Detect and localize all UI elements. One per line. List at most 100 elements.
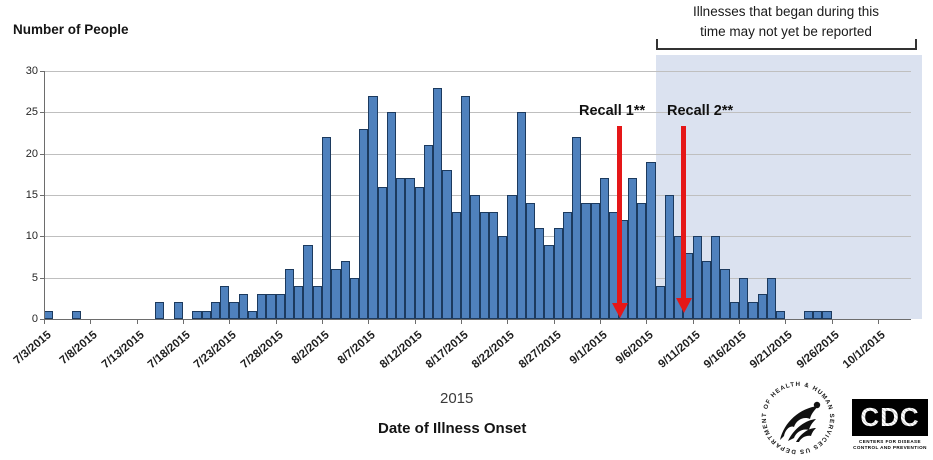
- bar-8-3-2015: [331, 269, 341, 319]
- not-reported-bracket-left-end: [656, 39, 658, 50]
- bar-8-16-2015: [451, 211, 461, 319]
- bar-9-20-2015: [776, 310, 786, 319]
- bar-9-18-2015: [757, 294, 767, 319]
- not-reported-bracket: [656, 48, 917, 50]
- bar-8-5-2015: [349, 277, 360, 319]
- x-axis-tick-8-22-2015: [507, 320, 509, 324]
- bar-9-16-2015: [739, 277, 749, 319]
- y-axis-tick-25: [40, 112, 44, 114]
- bar-7-3-2015: [44, 310, 54, 319]
- x-axis-tick-8-7-2015: [368, 320, 370, 324]
- bar-7-27-2015: [266, 294, 276, 319]
- not-reported-bracket-right-end: [915, 39, 917, 50]
- bar-8-14-2015: [433, 87, 443, 319]
- bar-7-23-2015: [229, 302, 239, 319]
- recall2-arrow-head: [675, 298, 692, 313]
- x-axis-tick-9-26-2015: [831, 320, 833, 324]
- y-axis-label-0: 0: [31, 313, 38, 325]
- bar-9-24-2015: [813, 310, 823, 319]
- x-axis-tick-9-6-2015: [646, 320, 648, 324]
- bar-8-13-2015: [423, 145, 434, 319]
- cdc-logo-box: CDC: [852, 399, 928, 436]
- x-axis-tick-8-2-2015: [322, 320, 323, 324]
- y-axis-label-25: 25: [25, 106, 38, 119]
- bar-7-20-2015: [201, 310, 211, 319]
- bar-8-28-2015: [562, 211, 573, 319]
- hhs-logo: DEPARTMENT OF HEALTH & HUMAN SERVICES US…: [755, 373, 838, 458]
- bar-9-19-2015: [766, 277, 777, 319]
- bar-7-17-2015: [173, 302, 183, 319]
- bar-9-4-2015: [627, 178, 638, 319]
- bar-8-10-2015: [396, 178, 406, 319]
- y-axis-title: Number of People: [13, 22, 129, 37]
- bar-8-30-2015: [581, 203, 591, 319]
- y-axis-line: [44, 71, 45, 323]
- cdc-caption-line1: CENTERS FOR DISEASE: [859, 439, 921, 444]
- not-reported-note-line2: time may not yet be reported: [700, 24, 872, 39]
- bar-8-7-2015: [368, 95, 378, 319]
- x-axis-tick-9-1-2015: [600, 320, 601, 324]
- x-axis-tick-8-12-2015: [414, 320, 416, 324]
- gridline-25: [44, 112, 911, 114]
- bar-8-22-2015: [507, 195, 517, 319]
- bar-9-17-2015: [748, 302, 758, 319]
- bar-9-23-2015: [803, 310, 814, 319]
- bar-8-25-2015: [535, 228, 545, 319]
- bar-7-15-2015: [155, 302, 165, 319]
- bar-7-24-2015: [238, 294, 248, 319]
- bar-8-27-2015: [553, 228, 563, 319]
- bar-7-19-2015: [192, 310, 202, 319]
- bar-7-28-2015: [275, 294, 285, 319]
- bar-8-17-2015: [461, 95, 471, 319]
- bar-9-15-2015: [729, 302, 739, 319]
- x-axis-tick-7-8-2015: [90, 320, 92, 324]
- bar-9-13-2015: [711, 236, 721, 319]
- bar-8-19-2015: [479, 211, 489, 319]
- bar-7-22-2015: [220, 285, 230, 319]
- bar-8-20-2015: [488, 211, 499, 319]
- bar-9-11-2015: [692, 236, 702, 319]
- bar-9-25-2015: [822, 310, 832, 319]
- x-axis-line: [44, 319, 911, 320]
- x-axis-tick-8-17-2015: [461, 320, 462, 324]
- bar-9-1-2015: [600, 178, 610, 319]
- x-axis-tick-7-23-2015: [229, 320, 231, 324]
- bar-7-26-2015: [257, 294, 267, 319]
- x-axis-tick-7-28-2015: [275, 320, 277, 324]
- y-axis-label-20: 20: [25, 147, 38, 160]
- recall2-label: Recall 2**: [667, 103, 734, 119]
- cdc-acronym: CDC: [860, 402, 920, 432]
- x-axis-year-label: 2015: [440, 390, 474, 407]
- recall1-label: Recall 1**: [579, 103, 646, 119]
- bar-7-30-2015: [294, 285, 304, 319]
- x-axis-tick-9-21-2015: [785, 320, 787, 324]
- x-axis-tick-9-16-2015: [739, 320, 740, 324]
- bar-7-25-2015: [247, 310, 258, 319]
- bar-9-5-2015: [637, 203, 647, 319]
- y-axis-label-15: 15: [25, 188, 38, 201]
- bar-8-8-2015: [377, 186, 387, 319]
- bar-8-26-2015: [544, 244, 554, 319]
- bar-8-18-2015: [470, 195, 480, 319]
- bar-8-21-2015: [498, 236, 508, 319]
- x-axis-tick-8-27-2015: [553, 320, 555, 324]
- x-axis-tick-9-11-2015: [692, 320, 694, 324]
- y-axis-label-10: 10: [25, 230, 38, 243]
- y-axis-tick-30: [40, 70, 44, 72]
- bar-8-15-2015: [442, 170, 452, 319]
- y-axis-tick-0: [40, 319, 44, 320]
- x-axis-tick-10-1-2015: [878, 320, 879, 324]
- recall1-arrow: [617, 126, 622, 304]
- bar-9-8-2015: [664, 195, 675, 319]
- bar-8-29-2015: [572, 137, 582, 319]
- bar-9-6-2015: [646, 161, 656, 319]
- bar-7-31-2015: [303, 244, 313, 319]
- y-axis-tick-15: [40, 194, 44, 196]
- bar-8-2-2015: [322, 137, 332, 319]
- bar-8-1-2015: [312, 285, 322, 319]
- hhs-eagle-icon: [780, 401, 821, 442]
- x-axis-tick-7-13-2015: [136, 320, 138, 324]
- y-axis-tick-10: [40, 236, 44, 238]
- bar-8-12-2015: [414, 186, 424, 319]
